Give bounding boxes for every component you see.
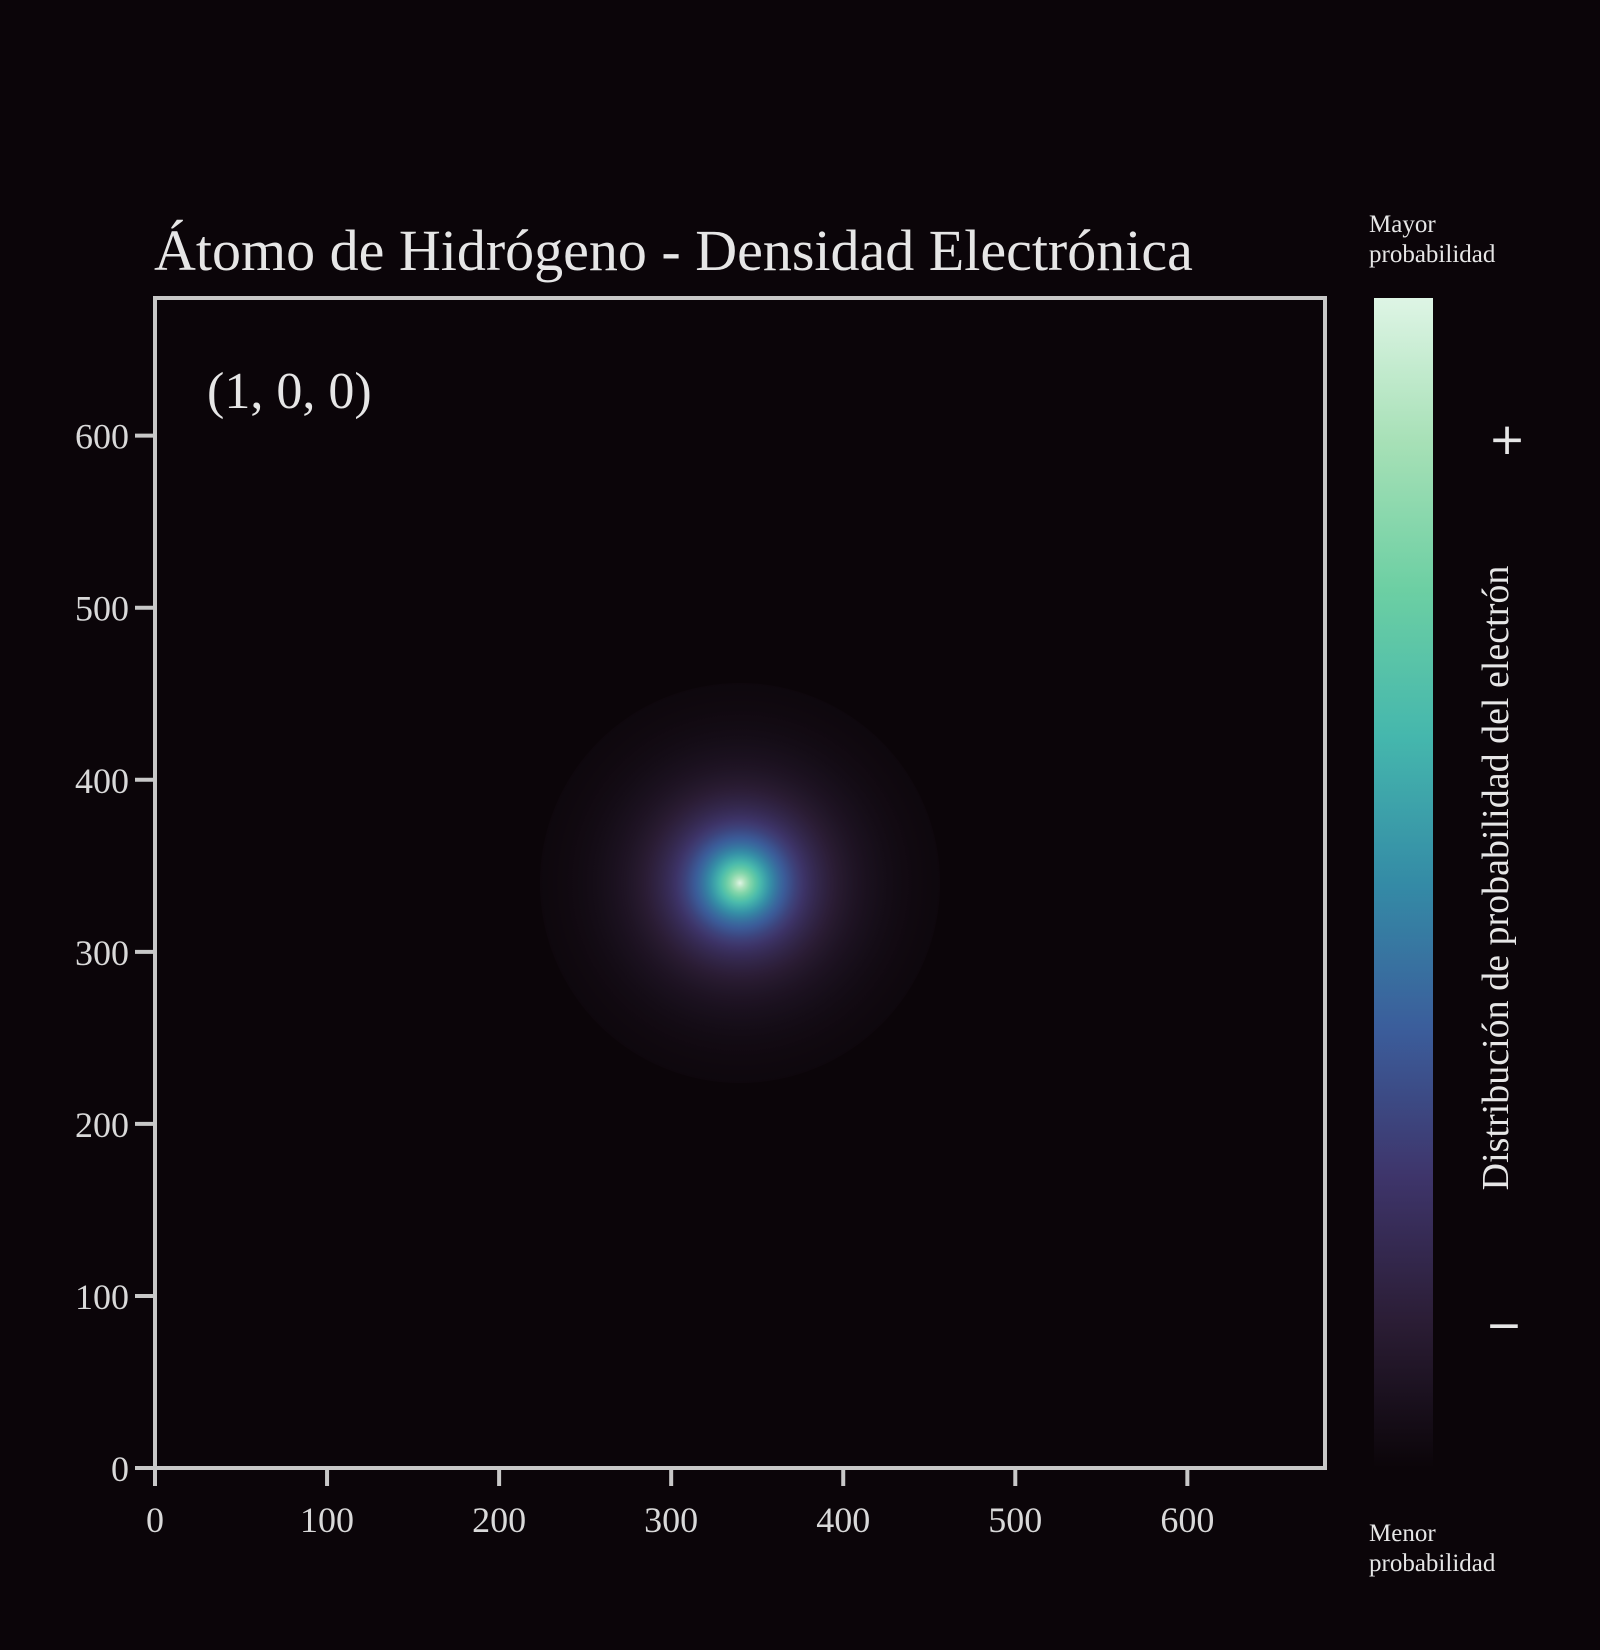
y-tick-label: 100 <box>75 1277 129 1317</box>
colorbar-label: Distribución de probabilidad del electró… <box>1475 566 1517 1191</box>
colorbar-plus-sign: + <box>1489 414 1526 465</box>
colorbar-minus-sign: − <box>1486 1300 1523 1351</box>
y-tick-label: 500 <box>75 589 129 629</box>
y-tick-label: 0 <box>111 1449 129 1489</box>
quantum-numbers-annotation: (1, 0, 0) <box>207 363 372 420</box>
x-axis: 0 100 200 300 400 500 600 <box>146 1468 1214 1540</box>
x-tick-label: 200 <box>472 1500 526 1540</box>
plot-frame <box>153 296 1327 1470</box>
x-tick-label: 500 <box>988 1500 1042 1540</box>
x-tick-label: 100 <box>300 1500 354 1540</box>
x-tick-label: 0 <box>146 1500 164 1540</box>
colorbar-top-text-line2: probabilidad <box>1369 241 1496 268</box>
y-tick-label: 300 <box>75 933 129 973</box>
chart-title: Átomo de Hidrógeno - Densidad Electrónic… <box>154 218 1193 283</box>
colorbar-bottom-text-line1: Menor <box>1369 1520 1436 1547</box>
colorbar-bottom-text-line2: probabilidad <box>1369 1550 1496 1577</box>
y-tick-label: 200 <box>75 1105 129 1145</box>
colorbar <box>1374 298 1433 1468</box>
electron-density-cloud <box>540 683 940 1083</box>
y-tick-label: 400 <box>75 761 129 801</box>
colorbar-top-text-line1: Mayor <box>1369 211 1436 238</box>
y-axis: 0 100 200 300 400 500 600 <box>75 417 155 1489</box>
x-tick-label: 400 <box>816 1500 870 1540</box>
x-tick-label: 600 <box>1160 1500 1214 1540</box>
x-tick-label: 300 <box>644 1500 698 1540</box>
y-tick-label: 600 <box>75 417 129 457</box>
